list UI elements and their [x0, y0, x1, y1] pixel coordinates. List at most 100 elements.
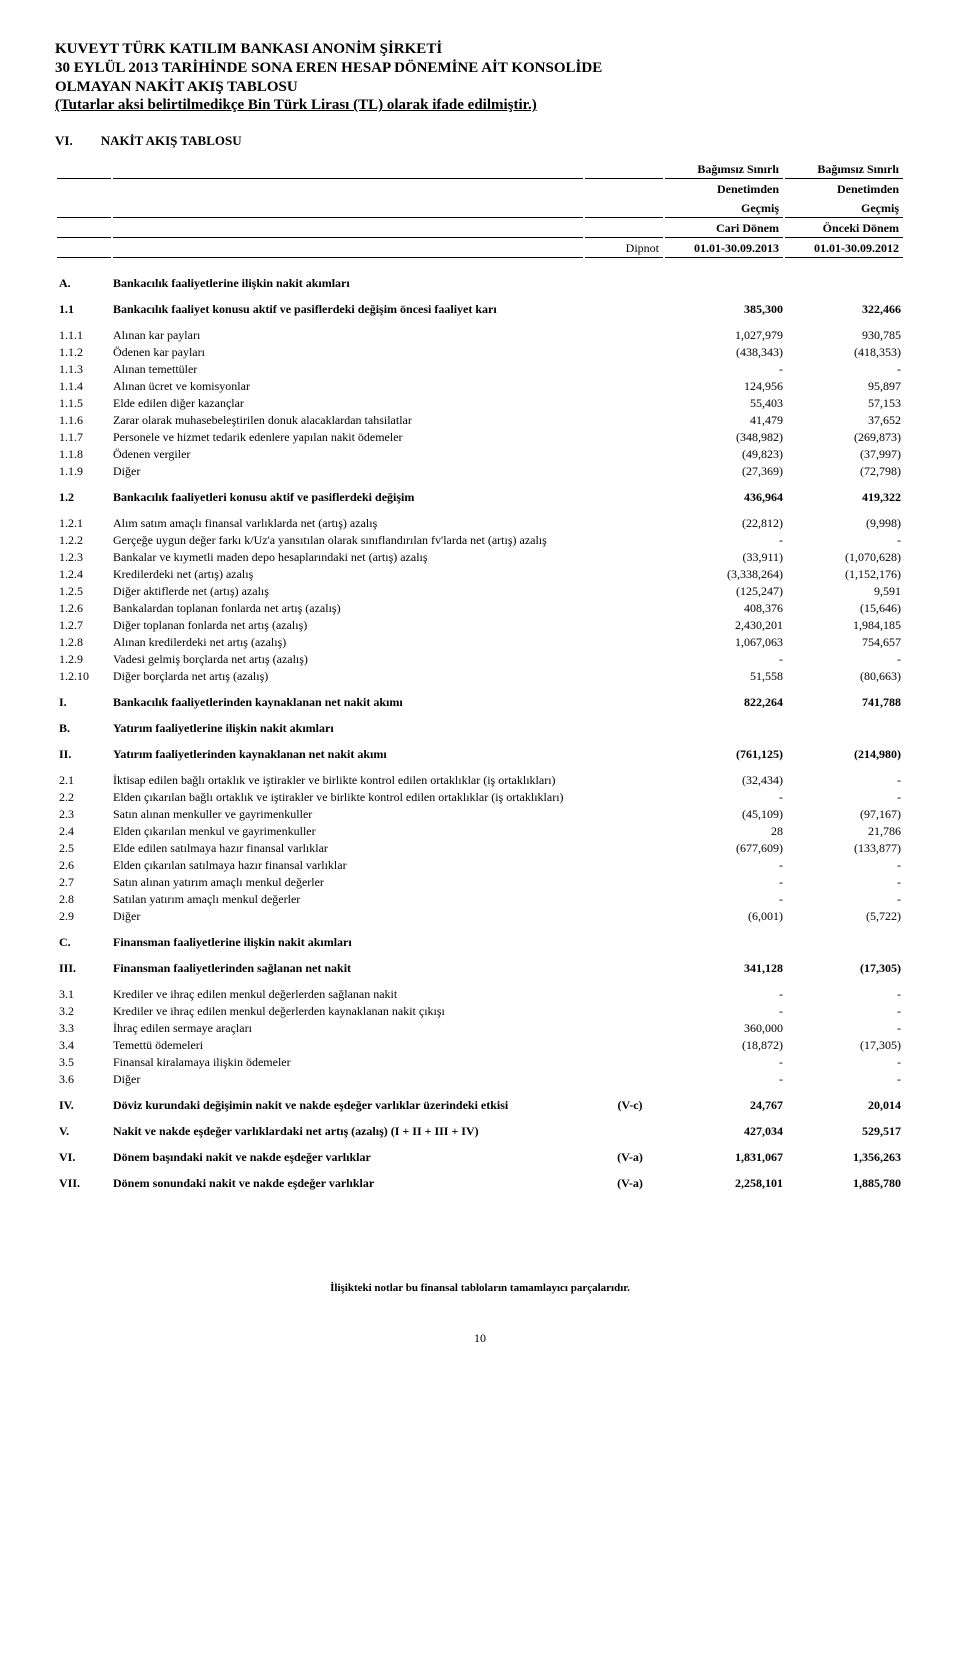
table-row: 1.2Bankacılık faaliyetleri konusu aktif …: [55, 480, 905, 506]
row-prev-value: (72,798): [787, 463, 905, 480]
row-index: 3.3: [55, 1020, 109, 1037]
row-note: [591, 823, 669, 840]
row-current-value: 2,430,201: [669, 617, 787, 634]
table-row: VII.Dönem sonundaki nakit ve nakde eşdeğ…: [55, 1166, 905, 1192]
row-note: [591, 480, 669, 506]
row-prev-value: [787, 925, 905, 951]
table-row: B.Yatırım faaliyetlerine ilişkin nakit a…: [55, 711, 905, 737]
row-label: Bankacılık faaliyetlerine ilişkin nakit …: [109, 266, 591, 292]
row-index: 2.8: [55, 891, 109, 908]
table-row: 3.4Temettü ödemeleri(18,872)(17,305): [55, 1037, 905, 1054]
row-note: (V-c): [591, 1088, 669, 1114]
row-label: Satın alınan yatırım amaçlı menkul değer…: [109, 874, 591, 891]
row-index: 1.2.10: [55, 668, 109, 685]
row-label: Diğer borçlarda net artış (azalış): [109, 668, 591, 685]
row-current-value: -: [669, 891, 787, 908]
row-index: 1.1.4: [55, 378, 109, 395]
row-index: 1.2.9: [55, 651, 109, 668]
row-note: [591, 951, 669, 977]
row-index: 2.7: [55, 874, 109, 891]
row-current-value: 408,376: [669, 600, 787, 617]
row-note: (V-a): [591, 1140, 669, 1166]
table-row: 1.2.1Alım satım amaçlı finansal varlıkla…: [55, 506, 905, 532]
row-label: Elden çıkarılan menkul ve gayrimenkuller: [109, 823, 591, 840]
row-note: [591, 506, 669, 532]
row-label: İktisap edilen bağlı ortaklık ve iştirak…: [109, 763, 591, 789]
row-current-value: -: [669, 977, 787, 1003]
row-index: B.: [55, 711, 109, 737]
row-index: 1.1.8: [55, 446, 109, 463]
row-prev-value: 20,014: [787, 1088, 905, 1114]
row-index: A.: [55, 266, 109, 292]
row-label: Diğer toplanan fonlarda net artış (azalı…: [109, 617, 591, 634]
row-label: Elde edilen diğer kazançlar: [109, 395, 591, 412]
header-line-2: 30 EYLÜL 2013 TARİHİNDE SONA EREN HESAP …: [55, 59, 905, 78]
row-current-value: 124,956: [669, 378, 787, 395]
table-row: 2.3Satın alınan menkuller ve gayrimenkul…: [55, 806, 905, 823]
row-current-value: 436,964: [669, 480, 787, 506]
row-current-value: -: [669, 1071, 787, 1088]
table-row: III.Finansman faaliyetlerinden sağlanan …: [55, 951, 905, 977]
row-current-value: 385,300: [669, 292, 787, 318]
row-prev-value: 21,786: [787, 823, 905, 840]
table-row: 2.9Diğer(6,001)(5,722): [55, 908, 905, 925]
row-index: 1.1.1: [55, 318, 109, 344]
row-note: [591, 806, 669, 823]
row-note: [591, 1003, 669, 1020]
row-label: Finansman faaliyetlerinden sağlanan net …: [109, 951, 591, 977]
section-title: VI. NAKİT AKIŞ TABLOSU: [55, 133, 905, 149]
row-index: 2.2: [55, 789, 109, 806]
row-note: [591, 840, 669, 857]
row-current-value: (32,434): [669, 763, 787, 789]
row-current-value: 55,403: [669, 395, 787, 412]
row-index: 1.2.3: [55, 549, 109, 566]
row-prev-value: (133,877): [787, 840, 905, 857]
table-row: 1.1.4Alınan ücret ve komisyonlar124,9569…: [55, 378, 905, 395]
row-note: [591, 532, 669, 549]
row-prev-value: (5,722): [787, 908, 905, 925]
row-note: [591, 891, 669, 908]
row-prev-value: 754,657: [787, 634, 905, 651]
row-label: Finansal kiralamaya ilişkin ödemeler: [109, 1054, 591, 1071]
table-row: 3.2Krediler ve ihraç edilen menkul değer…: [55, 1003, 905, 1020]
row-index: 1.2.6: [55, 600, 109, 617]
row-index: 2.5: [55, 840, 109, 857]
row-label: Temettü ödemeleri: [109, 1037, 591, 1054]
row-prev-value: 37,652: [787, 412, 905, 429]
row-label: Nakit ve nakde eşdeğer varlıklardaki net…: [109, 1114, 591, 1140]
row-prev-value: (97,167): [787, 806, 905, 823]
row-note: [591, 361, 669, 378]
row-index: V.: [55, 1114, 109, 1140]
row-label: Alım satım amaçlı finansal varlıklarda n…: [109, 506, 591, 532]
row-current-value: 24,767: [669, 1088, 787, 1114]
row-current-value: (18,872): [669, 1037, 787, 1054]
page-number: 10: [55, 1331, 905, 1346]
row-label: Elden çıkarılan satılmaya hazır finansal…: [109, 857, 591, 874]
table-row: 1.1.3Alınan temettüler--: [55, 361, 905, 378]
row-prev-value: 529,517: [787, 1114, 905, 1140]
row-index: 1.1.3: [55, 361, 109, 378]
table-row: 2.4Elden çıkarılan menkul ve gayrimenkul…: [55, 823, 905, 840]
table-row: C.Finansman faaliyetlerine ilişkin nakit…: [55, 925, 905, 951]
row-current-value: 41,479: [669, 412, 787, 429]
row-current-value: 341,128: [669, 951, 787, 977]
row-note: [591, 925, 669, 951]
row-current-value: [669, 711, 787, 737]
row-label: Yatırım faaliyetlerinden kaynaklanan net…: [109, 737, 591, 763]
row-note: [591, 600, 669, 617]
row-prev-value: [787, 266, 905, 292]
col-prev-h2: Denetimden: [785, 181, 903, 198]
table-row: 1.2.4Kredilerdeki net (artış) azalış(3,3…: [55, 566, 905, 583]
row-label: Satılan yatırım amaçlı menkul değerler: [109, 891, 591, 908]
row-current-value: [669, 925, 787, 951]
row-note: [591, 318, 669, 344]
table-row: 2.2Elden çıkarılan bağlı ortaklık ve işt…: [55, 789, 905, 806]
row-index: 3.4: [55, 1037, 109, 1054]
row-prev-value: (80,663): [787, 668, 905, 685]
table-row: II.Yatırım faaliyetlerinden kaynaklanan …: [55, 737, 905, 763]
table-row: 3.3İhraç edilen sermaye araçları360,000-: [55, 1020, 905, 1037]
col-current-h4: Cari Dönem: [665, 220, 783, 238]
footer-note: İlişikteki notlar bu finansal tabloların…: [55, 1282, 905, 1296]
row-index: 3.1: [55, 977, 109, 1003]
row-note: [591, 1020, 669, 1037]
